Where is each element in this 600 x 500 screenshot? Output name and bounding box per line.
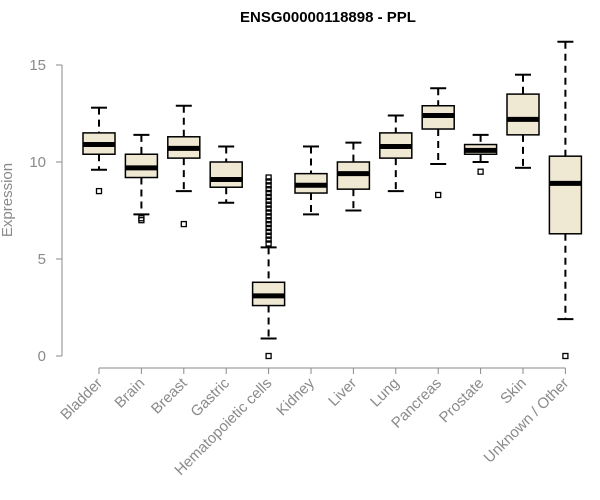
outlier-point [265,182,272,189]
outlier-point [265,232,272,239]
x-tick-label: Bladder [57,375,106,424]
outlier-point [562,352,569,360]
boxes-group [82,40,583,360]
box-lung [379,114,413,193]
box-liver [336,141,371,212]
outlier-point [95,187,103,195]
y-axis-label: Expression [0,163,16,237]
outlier-point [265,193,272,201]
box-iqr [506,93,540,136]
outlier-point [265,240,272,247]
outlier-point [265,236,272,243]
x-tick-label: Prostate [436,375,488,427]
box-hematopoietic-cells [251,174,286,360]
box-bladder [82,106,116,195]
x-tick-label: Liver [325,375,360,410]
box-gastric [209,145,243,204]
box-prostate [463,133,498,175]
outlier-point [265,186,272,193]
outlier-point [138,215,145,222]
outlier-point [265,201,272,208]
y-axis: 0 5 10 15 [29,57,63,365]
outlier-point [265,352,272,360]
box-breast [167,104,201,228]
outlier-point [265,217,272,224]
chart-title: ENSG00000118898 - PPL [240,9,416,26]
outlier-point [265,205,272,212]
outlier-point [265,178,272,185]
outlier-point [265,174,272,181]
outlier-point [435,191,442,199]
x-tick-label: Brain [111,375,148,412]
outlier-point [477,168,484,175]
x-tick-label: Skin [497,375,530,408]
outlier-point [265,197,272,204]
outlier-point [265,189,272,197]
box-kidney [294,145,328,216]
y-tick-label: 0 [38,348,46,365]
x-tick-label: Lung [367,375,403,411]
outlier-point [265,213,272,220]
y-tick-label: 10 [29,154,46,171]
outlier-point [180,220,187,228]
y-tick-label: 5 [38,251,46,268]
x-tick-label: Breast [148,374,191,417]
outlier-point [265,220,272,228]
box-iqr [548,155,583,235]
box-unknown-other [548,40,583,360]
outlier-point [265,228,272,235]
box-pancreas [421,87,455,199]
y-tick-label: 15 [29,57,46,74]
outlier-point [265,224,272,232]
outlier-point [265,209,272,216]
x-tick-label: Kidney [273,374,318,419]
box-iqr [209,161,243,188]
box-brain [124,133,159,224]
box-skin [506,73,540,169]
